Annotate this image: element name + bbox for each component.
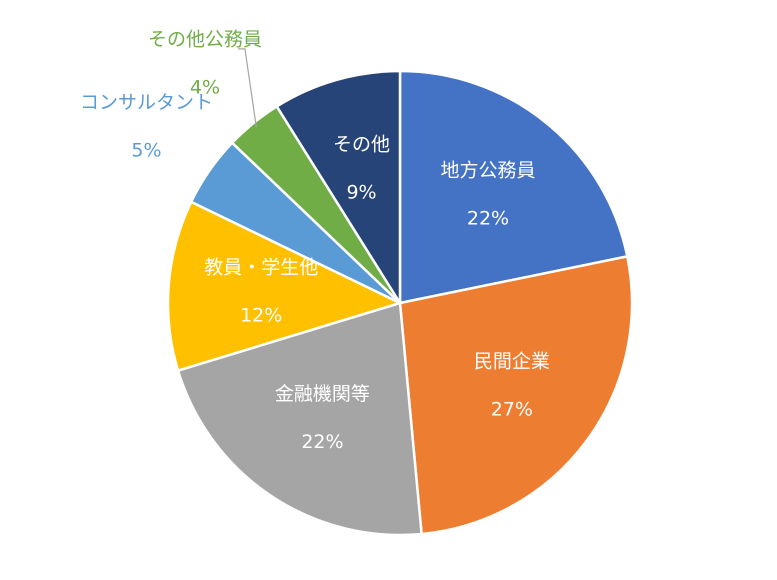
value-label: 22% bbox=[301, 431, 343, 453]
value-label: 12% bbox=[240, 305, 282, 327]
slice-label: 地方公務員 bbox=[440, 160, 535, 182]
slice-label: コンサルタント bbox=[80, 92, 213, 114]
value-label: 4% bbox=[190, 76, 220, 98]
pie-slice bbox=[176, 301, 423, 537]
value-label: 9% bbox=[346, 182, 376, 204]
pie-slice bbox=[398, 69, 629, 305]
pie-slice bbox=[398, 254, 634, 536]
value-label: 22% bbox=[467, 208, 509, 230]
leader-line bbox=[237, 48, 257, 127]
pie-slice bbox=[275, 69, 402, 308]
slice-label: その他公務員 bbox=[148, 28, 262, 50]
slice-label: 民間企業 bbox=[474, 350, 550, 372]
value-label: 27% bbox=[491, 398, 533, 420]
pie-slice bbox=[166, 200, 404, 373]
slice-label: その他 bbox=[333, 134, 390, 156]
value-label: 5% bbox=[131, 140, 161, 162]
slice-label: 教員・学生他 bbox=[204, 257, 318, 279]
slice-label: 金融機関等 bbox=[275, 383, 370, 405]
